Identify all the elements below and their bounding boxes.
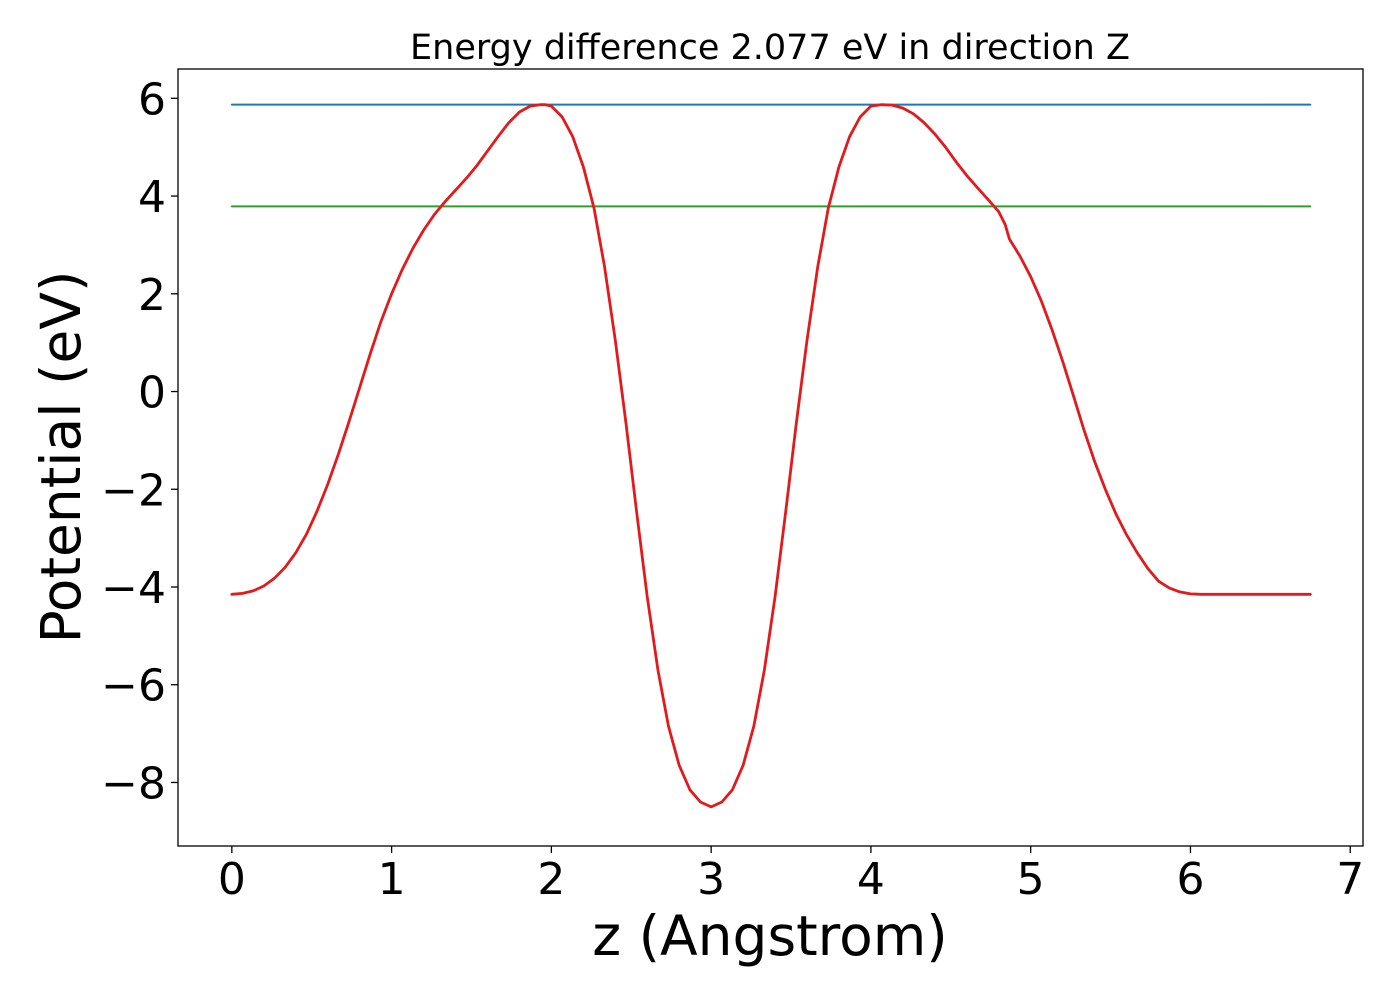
y-tick-label: 2: [138, 270, 166, 321]
x-tick-label: 0: [218, 854, 246, 905]
y-tick-label: −2: [101, 465, 166, 516]
x-tick-label: 2: [537, 854, 565, 905]
x-tick-label: 5: [1017, 854, 1045, 905]
x-tick-label: 1: [378, 854, 406, 905]
chart-title: Energy difference 2.077 eV in direction …: [410, 28, 1130, 68]
x-axis-title: z (Angstrom): [592, 904, 948, 968]
plot-area: [230, 103, 1312, 809]
x-tick-label: 7: [1336, 854, 1364, 905]
plot-frame: [177, 68, 1364, 847]
x-tick-label: 4: [857, 854, 885, 905]
y-tick-label: −8: [101, 758, 166, 809]
axes: 0 1 2 3 4 5 6 7 6 4 2 0 −2 −4 −6 −8: [101, 68, 1364, 905]
y-tick-label: 6: [138, 74, 166, 125]
series-line-3: [230, 103, 1312, 809]
y-tick-label: 4: [138, 172, 166, 223]
y-tick-label: 0: [138, 368, 166, 419]
x-tick-label: 3: [697, 854, 725, 905]
y-tick-label: −4: [101, 563, 166, 614]
y-tick-label: −6: [101, 661, 166, 712]
x-tick-label: 6: [1176, 854, 1204, 905]
y-axis-title: Potential (eV): [29, 271, 93, 644]
